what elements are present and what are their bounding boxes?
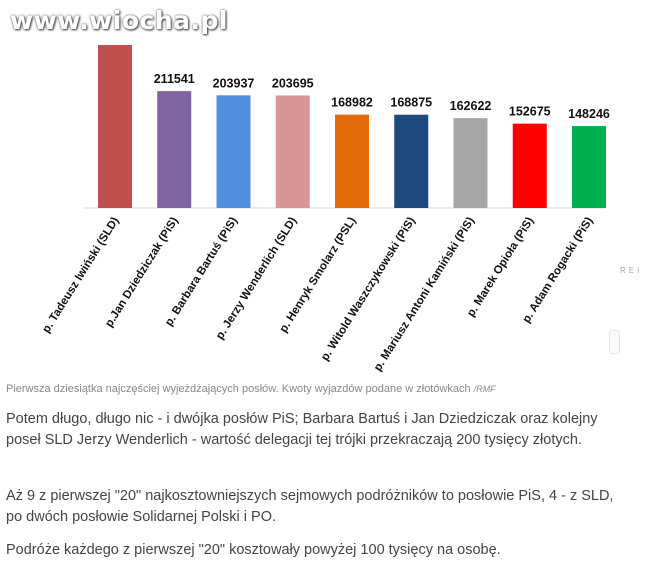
caption-source: /RMF	[473, 384, 496, 394]
bar-6	[453, 118, 488, 208]
scroll-handle[interactable]	[609, 330, 620, 354]
bar-2	[216, 95, 251, 208]
value-label-6: 162622	[450, 99, 492, 113]
chart-caption: Pierwsza dziesiątka najczęściej wyjeżdża…	[6, 383, 496, 395]
bar-0	[98, 45, 132, 208]
bar-4	[335, 114, 369, 208]
bar-5	[394, 114, 429, 208]
bar-chart: 211541 203937 203695 168982 168875 162622 1526…	[40, 45, 610, 373]
bar-7	[512, 123, 547, 208]
bar-1	[157, 91, 192, 208]
watermark: www.wiocha.pl	[10, 6, 228, 35]
category-label-8: p. Adam Rogacki (PiS)	[521, 215, 596, 325]
paragraph-2: Aż 9 z pierwszej "20" najkosztowniejszyc…	[6, 488, 614, 525]
value-label-5: 168875	[390, 96, 432, 110]
value-label-2: 203937	[213, 76, 255, 90]
category-label-6: p. Mariusz Antoni Kamiński (PiS)	[372, 215, 477, 373]
category-label-7: p. Marek Opioła (PiS)	[465, 215, 536, 319]
value-label-1: 211541	[154, 72, 195, 86]
value-label-7: 152675	[509, 105, 551, 119]
paragraph-3: Podróże każdego z pierwszej "20" kosztow…	[6, 542, 501, 558]
caption-text: Pierwsza dziesiątka najczęściej wyjeżdża…	[6, 383, 474, 395]
side-text: REI	[620, 266, 643, 275]
bar-8	[572, 126, 606, 208]
bar-3	[275, 95, 310, 208]
paragraph-1: Potem długo, długo nic - i dwójka posłów…	[6, 411, 598, 448]
value-label-4: 168982	[331, 96, 373, 110]
value-label-8: 148246	[568, 107, 610, 121]
value-label-3: 203695	[272, 76, 314, 90]
